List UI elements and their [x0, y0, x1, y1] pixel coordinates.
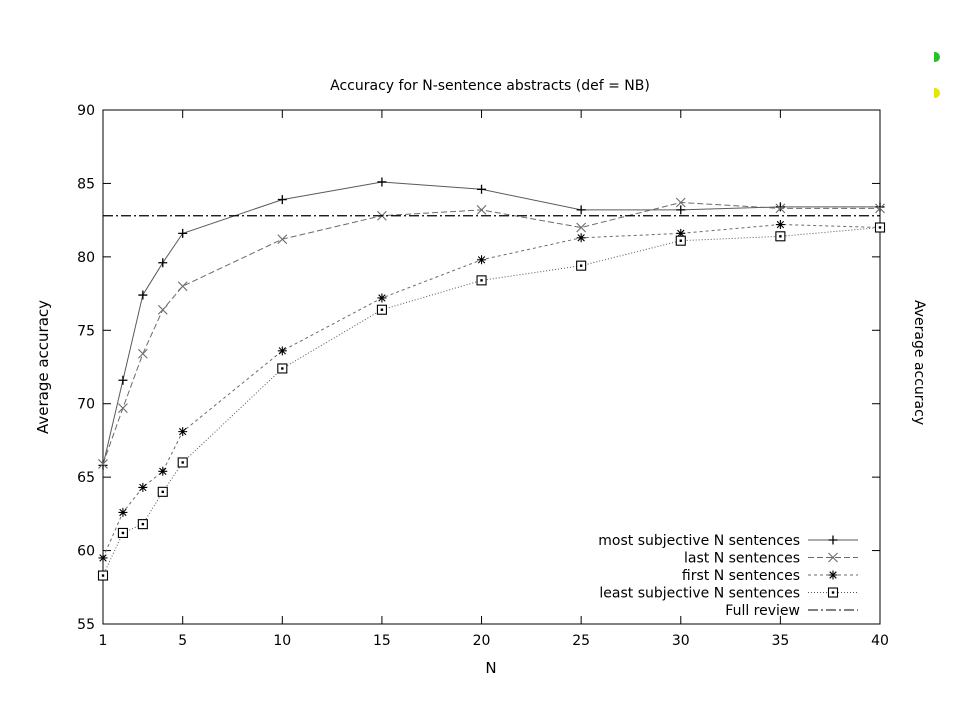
data-point-plus — [178, 228, 188, 238]
x-tick-label: 15 — [373, 633, 391, 649]
data-point-star — [98, 553, 108, 563]
chart-title: Accuracy for N-sentence abstracts (def =… — [330, 78, 650, 94]
data-point-plus — [118, 375, 128, 385]
data-point-cross — [277, 234, 288, 245]
legend-label: last N sentences — [684, 551, 800, 567]
data-point-square-dot — [141, 522, 145, 526]
x-axis-ticks: 1 5 10 15 20 25 30 35 40 — [99, 110, 889, 649]
data-point-star — [828, 570, 838, 580]
data-point-plus — [576, 205, 586, 215]
data-point-cross — [875, 203, 885, 214]
series-first-n-sentences — [98, 220, 885, 563]
x-tick-label: 35 — [771, 633, 789, 649]
data-point-plus — [775, 202, 785, 212]
series-line — [102, 223, 881, 559]
x-tick-label: 30 — [672, 633, 690, 649]
data-point-cross — [775, 203, 786, 214]
x-tick-label: 5 — [178, 633, 187, 649]
series-line — [102, 227, 881, 576]
data-point-plus — [477, 184, 487, 194]
data-point-star — [477, 255, 487, 265]
legend-label: Full review — [725, 603, 800, 619]
y-tick-label: 90 — [77, 103, 95, 119]
data-point-star — [377, 293, 387, 303]
x-tick-label: 20 — [473, 633, 491, 649]
data-point-plus — [377, 177, 387, 187]
data-point-cross — [828, 552, 838, 563]
data-point-square-dot — [878, 226, 882, 229]
plot-frame — [102, 109, 881, 625]
data-point-square-dot — [779, 235, 782, 238]
series-line — [102, 181, 880, 466]
data-point-square-dot — [831, 591, 835, 594]
x-tick-label: 25 — [572, 633, 590, 649]
data-point-square-dot — [380, 308, 384, 311]
x-tick-label: 10 — [273, 633, 291, 649]
green-marker-icon — [934, 52, 940, 62]
data-point-plus — [158, 258, 168, 268]
legend-label: least subjective N sentences — [599, 586, 800, 602]
yellow-marker-icon — [934, 88, 940, 98]
data-point-plus — [277, 195, 287, 205]
series-layer — [97, 177, 886, 581]
data-point-star — [277, 346, 287, 356]
series-most-subjective-n-sentences — [98, 177, 885, 470]
x-axis-label: N — [485, 659, 496, 677]
data-point-star — [775, 220, 785, 230]
data-point-star — [676, 228, 686, 238]
data-point-square-dot — [101, 574, 105, 577]
series-line — [102, 201, 880, 465]
data-point-square-dot — [579, 264, 583, 267]
y-axis-ticks: 55 60 65 70 75 80 85 90 — [77, 103, 880, 633]
data-point-plus — [875, 202, 885, 212]
data-point-cross — [137, 348, 148, 359]
data-point-plus — [676, 205, 686, 215]
data-point-cross — [118, 403, 128, 414]
data-point-cross — [675, 197, 686, 208]
data-point-square-dot — [121, 531, 125, 535]
data-point-plus — [828, 535, 838, 545]
legend-label: first N sentences — [682, 568, 800, 584]
data-point-plus — [138, 290, 148, 300]
series-least-subjective-n-sentences — [97, 222, 886, 581]
data-point-star — [118, 507, 128, 517]
y-tick-label: 55 — [77, 617, 95, 633]
data-point-square-dot — [181, 461, 184, 464]
data-point-cross — [476, 204, 487, 215]
series-last-n-sentences — [98, 197, 885, 469]
legend: most subjective N sentences last N senten… — [598, 533, 858, 619]
data-point-square-dot — [679, 239, 682, 242]
x-tick-label: 1 — [99, 633, 108, 649]
y-tick-label: 65 — [77, 470, 95, 486]
clipped-axis-label: Average accuracy — [911, 300, 927, 426]
data-point-plus — [98, 460, 108, 470]
legend-label: most subjective N sentences — [598, 533, 800, 549]
data-point-cross — [576, 222, 587, 233]
data-point-star — [138, 482, 148, 492]
y-axis-label: Average accuracy — [34, 300, 52, 434]
y-tick-label: 70 — [77, 397, 95, 413]
data-point-star — [178, 427, 188, 437]
y-tick-label: 80 — [77, 250, 95, 266]
y-tick-label: 85 — [77, 176, 95, 192]
y-tick-label: 75 — [77, 323, 95, 339]
data-point-cross — [157, 304, 168, 315]
data-point-square-dot — [480, 279, 483, 282]
data-point-star — [158, 466, 168, 476]
data-point-square-dot — [281, 367, 284, 370]
data-point-square-dot — [161, 490, 164, 494]
data-point-cross — [98, 459, 108, 469]
data-point-star — [576, 233, 586, 243]
data-point-cross — [177, 281, 188, 292]
y-tick-label: 60 — [77, 544, 95, 560]
x-tick-label: 40 — [871, 633, 889, 649]
